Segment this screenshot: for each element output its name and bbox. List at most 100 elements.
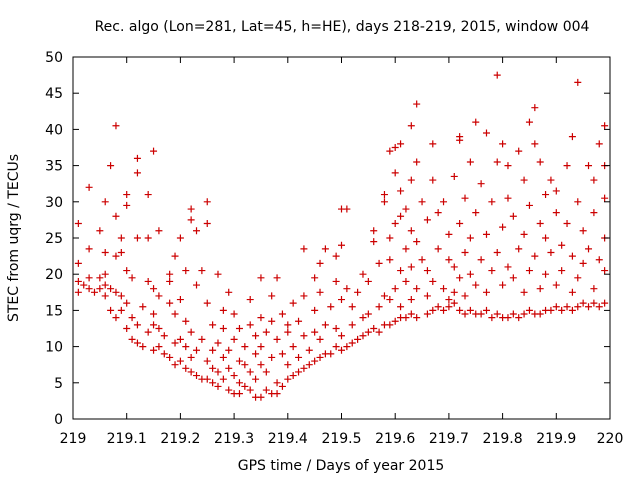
data-point <box>203 220 211 228</box>
data-point <box>418 256 426 264</box>
data-point <box>155 325 163 332</box>
data-point <box>402 314 410 322</box>
data-point <box>407 227 415 235</box>
data-point <box>150 147 158 155</box>
x-tick-label: 219.3 <box>214 431 254 447</box>
data-point <box>413 158 421 166</box>
data-point <box>359 270 367 278</box>
data-point <box>407 296 415 304</box>
data-point <box>268 353 276 361</box>
data-point <box>85 245 93 253</box>
data-point <box>230 310 238 318</box>
data-point <box>284 321 292 329</box>
data-point <box>203 299 211 307</box>
y-tick-label: 50 <box>45 50 63 66</box>
data-point <box>440 306 448 314</box>
data-point <box>198 335 206 343</box>
data-point <box>568 288 576 296</box>
data-point <box>101 248 109 256</box>
data-point <box>166 277 174 285</box>
data-point <box>456 220 464 228</box>
data-point <box>176 335 184 343</box>
data-point <box>423 216 431 224</box>
data-point <box>160 332 168 340</box>
data-point <box>509 212 517 220</box>
data-point <box>117 234 125 242</box>
data-point <box>456 306 464 314</box>
data-point <box>413 100 421 108</box>
data-point <box>370 238 378 246</box>
data-point <box>193 281 201 289</box>
data-point <box>375 259 383 267</box>
data-point <box>354 335 362 343</box>
data-point <box>488 267 496 275</box>
data-point <box>316 259 324 267</box>
data-point <box>397 140 405 148</box>
data-point <box>316 288 324 296</box>
data-point <box>155 292 163 300</box>
data-point <box>445 303 453 311</box>
data-point <box>574 198 582 206</box>
y-tick-label: 15 <box>45 303 63 319</box>
data-point <box>150 310 158 318</box>
data-point <box>542 270 550 278</box>
data-point <box>466 270 474 278</box>
data-point <box>380 191 388 199</box>
data-point <box>230 372 238 380</box>
data-point <box>133 339 141 347</box>
data-point <box>225 386 233 394</box>
data-point <box>74 288 82 296</box>
data-point <box>343 205 351 213</box>
data-point <box>493 248 501 256</box>
data-point <box>128 314 136 322</box>
data-point <box>536 220 544 228</box>
data-point <box>219 325 227 332</box>
data-point <box>273 335 281 343</box>
data-point <box>386 234 394 242</box>
data-point <box>225 364 233 372</box>
y-axis-label: STEC from uqrg / TECUs <box>6 154 22 322</box>
data-point <box>133 234 141 242</box>
data-point <box>380 198 388 206</box>
data-point <box>262 328 270 336</box>
data-point <box>354 288 362 296</box>
data-point <box>101 270 109 278</box>
data-point <box>402 205 410 213</box>
data-point <box>595 303 603 311</box>
data-point <box>568 306 576 314</box>
data-point <box>574 274 582 282</box>
data-point <box>311 306 319 314</box>
data-point <box>171 252 179 260</box>
data-point <box>375 303 383 311</box>
data-point <box>273 274 281 282</box>
x-axis-ticks: 219 219.1 219.2 219.3 219.4 219.5 219.6 219.7 21… <box>60 57 623 447</box>
data-point <box>338 296 345 304</box>
data-point <box>235 357 243 365</box>
data-point <box>359 332 367 340</box>
data-point <box>391 169 399 177</box>
data-point <box>80 281 88 289</box>
data-point <box>552 303 560 311</box>
y-tick-label: 40 <box>45 122 63 138</box>
data-point <box>305 361 313 369</box>
data-point <box>370 227 378 235</box>
data-point <box>311 274 319 282</box>
data-point <box>450 263 458 271</box>
data-point <box>601 122 609 130</box>
data-point <box>193 346 201 354</box>
data-point <box>499 140 507 148</box>
data-point <box>74 220 82 228</box>
data-point <box>574 303 582 311</box>
data-point <box>515 314 523 322</box>
data-point <box>472 118 480 126</box>
x-tick-label: 219.4 <box>268 431 308 447</box>
data-point <box>193 227 201 235</box>
data-point <box>289 372 297 380</box>
data-point <box>531 104 539 112</box>
data-point <box>601 299 609 307</box>
data-point <box>520 176 528 184</box>
data-point <box>558 267 566 275</box>
data-point <box>332 277 340 285</box>
data-point <box>289 299 297 307</box>
